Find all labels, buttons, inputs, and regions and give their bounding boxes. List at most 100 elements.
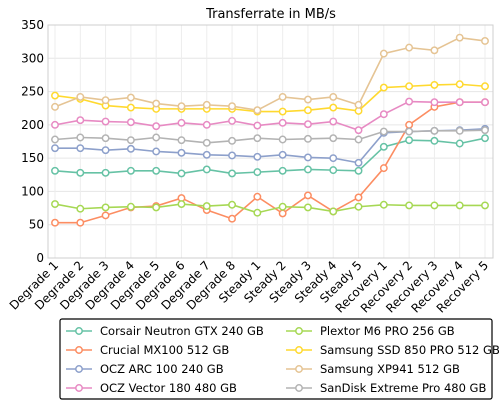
data-point <box>101 168 110 177</box>
legend-item: Samsung SSD 850 PRO 512 GB <box>286 343 499 357</box>
data-point <box>51 102 59 111</box>
legend-label: OCZ Vector 180 480 GB <box>100 381 237 395</box>
data-point <box>152 147 161 156</box>
data-point <box>202 100 211 109</box>
data-point <box>228 116 237 125</box>
data-point <box>76 133 85 142</box>
data-point <box>481 126 489 135</box>
legend-item: OCZ ARC 100 240 GB <box>66 362 224 376</box>
data-point <box>177 200 186 209</box>
data-point <box>405 82 414 91</box>
data-point <box>101 96 110 105</box>
data-point <box>455 98 464 107</box>
series-ocz-vector-180-480-gb <box>51 97 489 135</box>
data-point <box>455 201 464 210</box>
legend-label: Samsung SSD 850 PRO 512 GB <box>320 343 499 357</box>
data-point <box>228 151 237 160</box>
legend-item: Crucial MX100 512 GB <box>66 343 229 357</box>
data-point <box>76 218 85 227</box>
data-point <box>101 117 110 126</box>
data-point <box>405 120 414 129</box>
data-point <box>329 92 338 101</box>
series-sandisk-extreme-pro-480-gb <box>51 126 489 147</box>
legend: Corsair Neutron GTX 240 GB Crucial MX100 … <box>59 318 499 400</box>
series-samsung-ssd-850-pro-512-gb <box>51 80 489 116</box>
data-point <box>202 202 211 211</box>
data-point <box>455 139 464 148</box>
data-point <box>51 144 59 153</box>
y-tick-label: 0 <box>36 251 44 265</box>
data-point <box>329 154 338 163</box>
data-point <box>455 33 464 42</box>
data-point <box>152 133 161 142</box>
legend-label: Corsair Neutron GTX 240 GB <box>100 324 264 338</box>
plot-frame <box>47 24 494 259</box>
data-point <box>177 148 186 157</box>
data-point <box>430 80 439 89</box>
data-point <box>379 127 388 136</box>
data-point <box>278 209 287 218</box>
legend-box <box>59 318 493 400</box>
data-point <box>303 106 312 115</box>
series-line <box>54 129 486 144</box>
data-point <box>354 166 363 175</box>
data-point <box>354 135 363 144</box>
data-point <box>481 134 489 143</box>
data-point <box>152 99 161 108</box>
data-point <box>202 165 211 174</box>
data-point <box>76 204 85 213</box>
data-point <box>481 201 489 210</box>
data-point <box>354 100 363 109</box>
y-tick-label: 300 <box>21 51 44 65</box>
data-point <box>51 200 59 209</box>
data-point <box>76 144 85 153</box>
series-samsung-xp941-512-gb <box>51 33 489 115</box>
data-point <box>329 117 338 126</box>
data-point <box>253 134 262 143</box>
data-point <box>278 118 287 127</box>
data-point <box>430 136 439 145</box>
chart-title: Transferrate in MB/s <box>205 7 336 22</box>
data-point <box>278 92 287 101</box>
legend-marker <box>295 365 303 373</box>
data-point <box>228 102 237 111</box>
legend-label: SanDisk Extreme Pro 480 GB <box>320 381 486 395</box>
legend-label: Plextor M6 PRO 256 GB <box>320 324 455 338</box>
legend-label: OCZ ARC 100 240 GB <box>100 362 224 376</box>
data-point <box>51 91 59 100</box>
data-point <box>278 202 287 211</box>
data-point <box>481 82 489 91</box>
data-point <box>228 169 237 178</box>
data-point <box>126 166 135 175</box>
data-point <box>152 203 161 212</box>
data-point <box>379 200 388 209</box>
data-point <box>126 202 135 211</box>
data-point <box>354 193 363 202</box>
data-point <box>253 168 262 177</box>
legend-marker <box>75 346 83 354</box>
y-tick-label: 250 <box>21 85 44 99</box>
data-point <box>253 152 262 161</box>
y-tick-label: 350 <box>21 18 44 32</box>
data-point <box>177 102 186 111</box>
series-line <box>54 36 486 112</box>
legend-marker <box>75 365 83 373</box>
legend-item: Corsair Neutron GTX 240 GB <box>66 324 264 338</box>
data-point <box>303 203 312 212</box>
data-point <box>177 169 186 178</box>
data-point <box>202 138 211 147</box>
data-point <box>126 136 135 145</box>
data-point <box>354 158 363 167</box>
y-tick-label: 100 <box>21 184 44 198</box>
data-point <box>430 126 439 135</box>
data-point <box>481 37 489 45</box>
data-point <box>405 127 414 136</box>
legend-marker <box>75 327 83 335</box>
data-point <box>101 203 110 212</box>
data-point <box>379 49 388 58</box>
data-point <box>101 146 110 155</box>
data-point <box>101 211 110 220</box>
data-point <box>329 103 338 112</box>
data-point <box>303 165 312 174</box>
data-point <box>51 120 59 129</box>
